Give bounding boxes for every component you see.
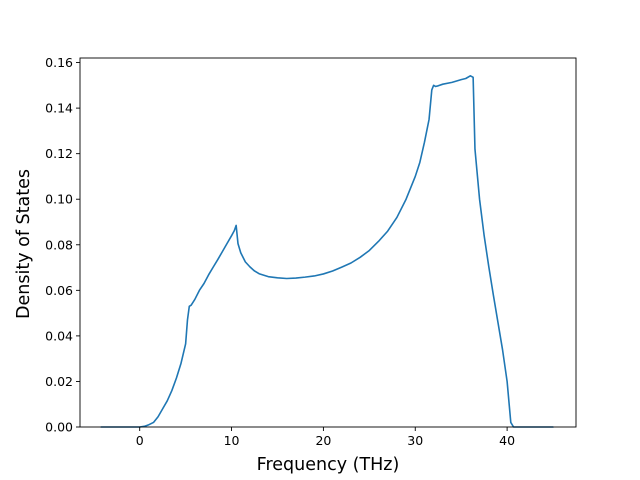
x-axis-ticks: 0 10 20 30 40 xyxy=(136,427,515,448)
y-axis-ticks: 0.00 0.02 0.04 0.06 0.08 0.10 0.12 0.14 0.16 xyxy=(45,55,80,435)
y-tick-label: 0.12 xyxy=(45,146,73,161)
dos-series-line-0 xyxy=(100,74,554,428)
y-tick-label: 0.16 xyxy=(45,55,73,70)
y-tick-label: 0.02 xyxy=(45,374,73,389)
x-tick-label: 30 xyxy=(407,433,423,448)
x-tick-label: 20 xyxy=(315,433,331,448)
y-tick-label: 0.08 xyxy=(45,237,73,252)
axes-frame xyxy=(79,57,577,428)
y-tick-label: 0.10 xyxy=(45,192,73,207)
x-axis-label: Frequency (THz) xyxy=(257,455,400,475)
y-axis-label: Density of States xyxy=(14,169,34,319)
y-tick-label: 0.00 xyxy=(45,420,73,435)
plot-area xyxy=(79,57,577,428)
y-tick-label: 0.04 xyxy=(45,328,73,343)
x-tick-label: 10 xyxy=(224,433,240,448)
x-tick-label: 0 xyxy=(136,433,144,448)
y-tick-label: 0.14 xyxy=(45,101,73,116)
x-tick-label: 40 xyxy=(499,433,515,448)
y-tick-label: 0.06 xyxy=(45,283,73,298)
